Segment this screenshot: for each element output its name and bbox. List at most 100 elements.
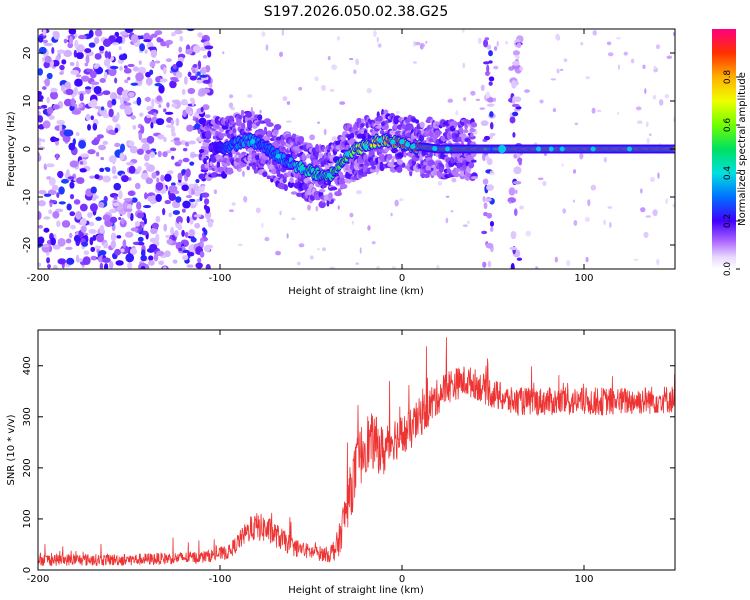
noise-blob xyxy=(390,212,393,217)
noise-blob xyxy=(592,30,597,36)
noise-blob xyxy=(202,227,206,232)
noise-blob xyxy=(307,204,311,211)
noise-blob xyxy=(585,256,589,263)
noise-blob xyxy=(355,262,360,265)
noise-blob xyxy=(164,199,172,205)
noise-blob xyxy=(355,58,360,66)
noise-blob xyxy=(105,167,111,172)
noise-blob xyxy=(43,216,51,220)
signal-dot xyxy=(250,138,256,144)
noise-blob xyxy=(168,185,178,193)
noise-blob xyxy=(148,255,154,261)
noise-blob xyxy=(185,48,193,55)
noise-blob xyxy=(561,163,564,167)
signal-halo xyxy=(233,132,237,136)
noise-blob xyxy=(309,255,314,260)
noise-blob xyxy=(157,134,165,140)
noise-blob xyxy=(366,87,372,94)
noise-blob xyxy=(42,120,51,129)
colorbar-tick-label: 0.0 xyxy=(723,262,733,277)
noise-blob xyxy=(119,143,126,153)
noise-blob xyxy=(145,77,153,86)
noise-blob xyxy=(337,205,340,210)
signal-halo xyxy=(318,152,324,160)
signal-halo xyxy=(389,130,396,135)
noise-blob xyxy=(164,111,174,115)
signal-halo xyxy=(263,118,271,124)
noise-blob xyxy=(56,119,66,125)
colorbar-ticks: 0.0 0.2 0.4 0.6 0.8 xyxy=(723,70,740,277)
noise-blob xyxy=(298,86,303,91)
noise-blob xyxy=(117,95,122,100)
signal-halo xyxy=(390,148,399,153)
noise-blob xyxy=(170,182,176,186)
noise-blob xyxy=(108,155,117,163)
noise-blob xyxy=(163,223,168,232)
noise-blob xyxy=(189,216,194,225)
signal-halo xyxy=(240,109,245,117)
noise-blob xyxy=(489,173,495,176)
noise-blob xyxy=(75,60,80,69)
noise-blob xyxy=(96,234,105,243)
signal-halo xyxy=(349,132,355,139)
signal-halo xyxy=(429,151,433,158)
noise-blob xyxy=(151,98,155,107)
noise-blob xyxy=(197,32,203,38)
noise-blob xyxy=(150,200,156,205)
noise-blob xyxy=(92,123,98,131)
noise-blob xyxy=(590,184,597,191)
signal-halo xyxy=(456,136,463,142)
noise-blob xyxy=(186,264,194,268)
noise-blob xyxy=(189,97,194,103)
noise-blob xyxy=(637,120,643,125)
noise-blob xyxy=(98,250,107,256)
noise-blob xyxy=(584,216,590,222)
noise-blob xyxy=(91,99,98,107)
noise-blob xyxy=(68,232,73,239)
noise-blob xyxy=(603,156,607,163)
noise-blob xyxy=(485,242,494,249)
noise-blob xyxy=(75,74,82,78)
noise-blob xyxy=(175,60,183,68)
noise-blob xyxy=(153,112,157,117)
snr-plot-area xyxy=(38,330,675,570)
noise-blob xyxy=(445,217,449,224)
noise-blob xyxy=(69,181,75,189)
noise-blob xyxy=(137,236,144,242)
spectrogram-y-tick-label: 10 xyxy=(22,95,33,108)
signal-dot xyxy=(432,146,438,152)
spectrogram-x-tick-label: -100 xyxy=(209,273,232,284)
noise-blob xyxy=(482,178,489,185)
signal-halo xyxy=(469,128,476,133)
signal-halo xyxy=(247,155,251,162)
noise-blob xyxy=(554,256,558,263)
noise-blob xyxy=(508,187,516,196)
noise-blob xyxy=(58,201,66,205)
spectrogram-noise xyxy=(38,29,675,269)
noise-blob xyxy=(46,72,53,80)
noise-blob xyxy=(542,180,547,187)
noise-blob xyxy=(128,165,136,174)
noise-blob xyxy=(65,88,74,96)
snr-x-tick-label: 100 xyxy=(574,574,593,585)
noise-blob xyxy=(43,227,50,233)
noise-blob xyxy=(171,99,181,104)
noise-blob xyxy=(56,220,61,228)
noise-blob xyxy=(120,248,125,253)
noise-blob xyxy=(119,31,129,36)
signal-halo xyxy=(391,158,395,165)
noise-blob xyxy=(91,196,97,201)
noise-blob xyxy=(496,40,499,47)
noise-blob xyxy=(165,234,170,239)
noise-blob xyxy=(90,255,98,261)
noise-blob xyxy=(228,102,234,109)
noise-blob xyxy=(489,122,494,130)
noise-blob xyxy=(42,39,49,44)
noise-blob xyxy=(186,251,195,257)
noise-blob xyxy=(573,220,578,226)
noise-blob xyxy=(617,64,620,71)
noise-blob xyxy=(79,217,87,226)
noise-blob xyxy=(513,96,522,103)
noise-blob xyxy=(122,239,127,249)
